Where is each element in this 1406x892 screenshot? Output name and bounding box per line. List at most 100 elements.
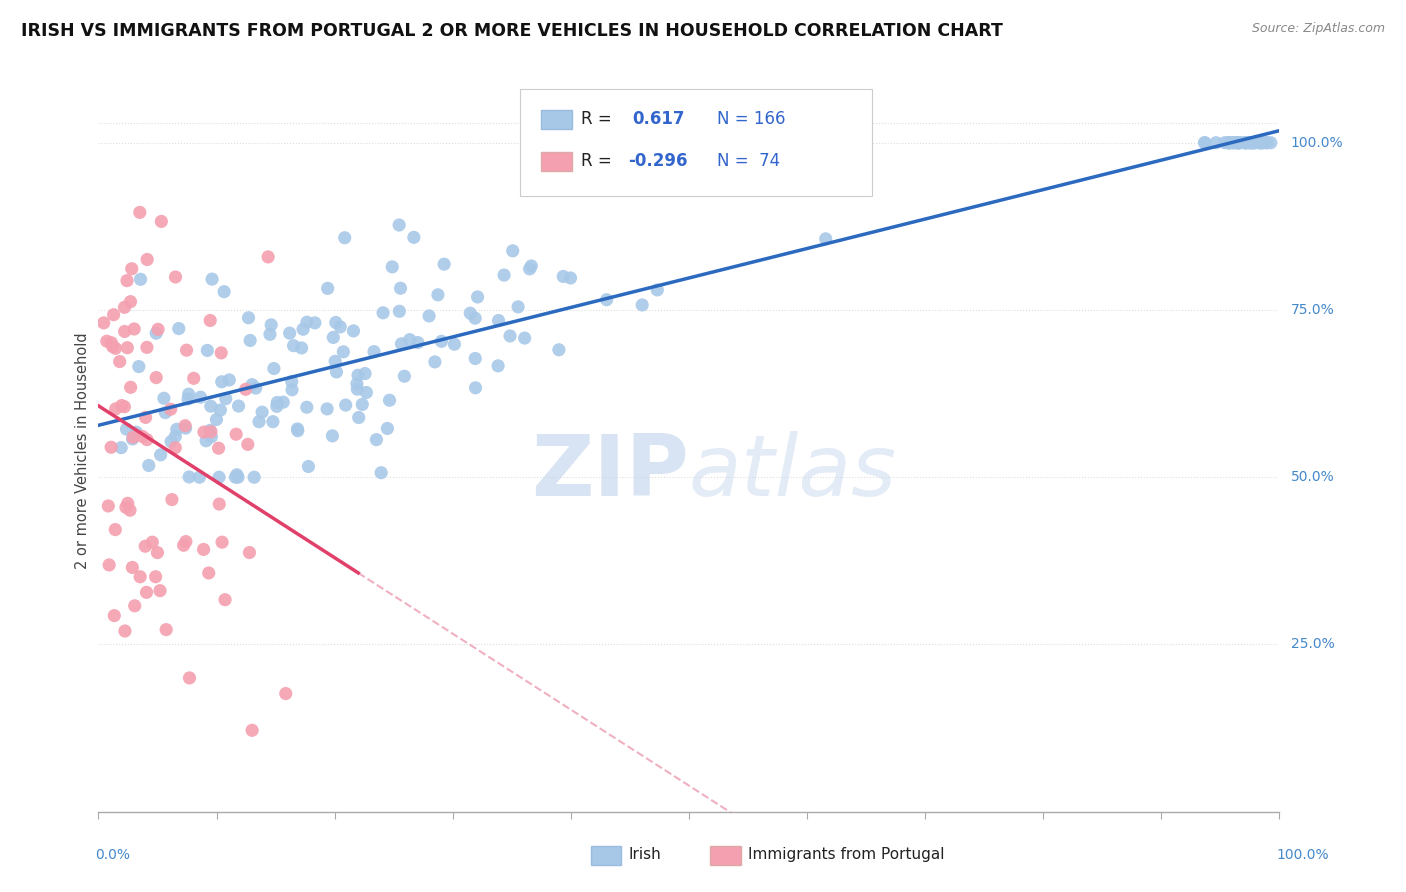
- Point: [195, 434, 218, 448]
- Point: [193, 542, 215, 557]
- Point: [208, 470, 231, 484]
- Point: [1243, 136, 1265, 150]
- Point: [212, 285, 235, 299]
- Point: [287, 424, 309, 438]
- Point: [363, 344, 385, 359]
- Point: [110, 441, 132, 455]
- Point: [402, 230, 425, 244]
- Point: [114, 624, 136, 638]
- Point: [262, 415, 284, 429]
- Point: [1233, 136, 1256, 150]
- Point: [146, 545, 169, 559]
- Point: [494, 268, 516, 282]
- Point: [502, 244, 524, 258]
- Point: [304, 316, 326, 330]
- Point: [236, 437, 259, 451]
- Point: [1218, 136, 1240, 150]
- Point: [225, 427, 247, 442]
- Point: [238, 310, 260, 325]
- Point: [166, 422, 188, 436]
- Point: [520, 259, 543, 273]
- Point: [354, 367, 377, 381]
- Point: [391, 336, 413, 351]
- Point: [1256, 136, 1278, 150]
- Point: [321, 429, 343, 443]
- Point: [228, 399, 250, 413]
- Point: [287, 422, 309, 436]
- Point: [131, 429, 153, 443]
- Point: [333, 231, 356, 245]
- Point: [260, 318, 283, 332]
- Point: [371, 306, 394, 320]
- Point: [103, 308, 125, 322]
- Point: [136, 252, 159, 267]
- Point: [346, 376, 368, 391]
- Point: [96, 334, 118, 349]
- Point: [155, 406, 177, 420]
- Point: [297, 459, 319, 474]
- Point: [398, 333, 420, 347]
- Point: [149, 583, 172, 598]
- Point: [240, 377, 263, 392]
- Point: [125, 425, 148, 440]
- Point: [377, 421, 399, 435]
- Point: [342, 324, 364, 338]
- Point: [124, 599, 146, 613]
- Point: [209, 346, 232, 360]
- Point: [1227, 136, 1250, 150]
- Point: [177, 392, 200, 406]
- Point: [112, 400, 135, 414]
- Point: [1260, 136, 1282, 150]
- Point: [122, 430, 145, 444]
- Text: IRISH VS IMMIGRANTS FROM PORTUGAL 2 OR MORE VEHICLES IN HOUSEHOLD CORRELATION CH: IRISH VS IMMIGRANTS FROM PORTUGAL 2 OR M…: [21, 22, 1002, 40]
- Point: [1251, 136, 1274, 150]
- Point: [370, 466, 392, 480]
- Point: [141, 535, 163, 549]
- Point: [108, 354, 131, 368]
- Point: [211, 375, 233, 389]
- Text: -0.296: -0.296: [628, 152, 688, 169]
- Point: [433, 257, 456, 271]
- Point: [1241, 136, 1264, 150]
- Point: [381, 260, 404, 274]
- Point: [183, 371, 205, 385]
- Point: [1226, 136, 1249, 150]
- Point: [121, 560, 143, 574]
- Point: [271, 395, 294, 409]
- Point: [174, 534, 197, 549]
- Point: [136, 433, 159, 447]
- Point: [553, 269, 575, 284]
- Point: [114, 325, 136, 339]
- Point: [278, 326, 301, 340]
- Point: [224, 470, 246, 484]
- Point: [1205, 136, 1227, 150]
- Point: [214, 592, 236, 607]
- Point: [120, 380, 142, 394]
- Point: [430, 334, 453, 349]
- Point: [200, 430, 222, 444]
- Point: [1219, 136, 1241, 150]
- Point: [104, 342, 127, 356]
- Point: [1236, 136, 1258, 150]
- Point: [426, 287, 449, 301]
- Point: [1218, 136, 1240, 150]
- Point: [218, 373, 240, 387]
- Point: [1225, 136, 1247, 150]
- Point: [121, 261, 143, 276]
- Point: [1247, 136, 1270, 150]
- Point: [1234, 136, 1257, 150]
- Point: [165, 441, 187, 455]
- Point: [97, 499, 120, 513]
- Point: [394, 369, 416, 384]
- Point: [295, 315, 318, 329]
- Point: [443, 337, 465, 351]
- Text: 50.0%: 50.0%: [1291, 470, 1334, 484]
- Point: [464, 381, 486, 395]
- Text: Immigrants from Portugal: Immigrants from Portugal: [748, 847, 945, 862]
- Point: [1222, 136, 1244, 150]
- Point: [1234, 136, 1257, 150]
- Point: [814, 232, 837, 246]
- Text: 25.0%: 25.0%: [1291, 638, 1334, 651]
- Point: [1237, 136, 1260, 150]
- Point: [190, 390, 212, 404]
